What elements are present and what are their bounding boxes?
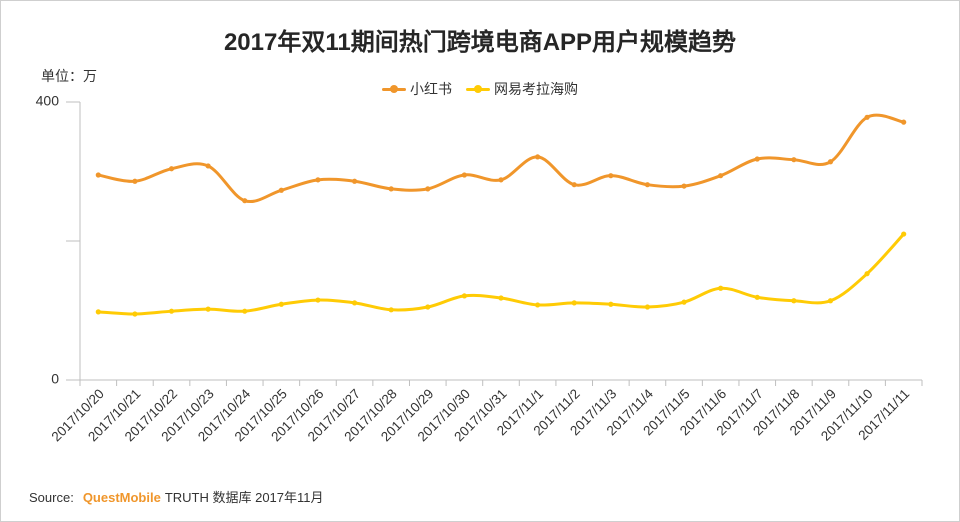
- series-2-line: [96, 232, 906, 316]
- series-1-point: [498, 177, 504, 183]
- unit-label: 单位：万: [41, 68, 97, 84]
- series-2-point: [571, 300, 577, 306]
- series-2-point: [95, 309, 101, 315]
- legend-swatch-series-2: [466, 83, 490, 95]
- series-2-point: [351, 300, 358, 306]
- legend-item-series-2: 网易考拉海购: [466, 79, 578, 99]
- source-suffix: TRUTH 数据库 2017年11月: [164, 490, 324, 505]
- series-2-point: [388, 307, 394, 313]
- series-1-line: [96, 113, 906, 204]
- series-1-point: [827, 159, 834, 165]
- series-2: [95, 231, 907, 317]
- series-2-point: [754, 294, 760, 300]
- series-1-point: [168, 166, 175, 172]
- series-2-point: [864, 271, 870, 277]
- series-2-point: [132, 311, 138, 317]
- series-1-point: [388, 186, 394, 192]
- series-2-point: [315, 297, 321, 303]
- series-2-point: [461, 293, 467, 299]
- legend-item-series-1: 小红书: [382, 79, 452, 99]
- series-1-point: [791, 157, 797, 163]
- chart-title: 2017年双11期间热门跨境电商APP用户规模趋势: [223, 29, 737, 56]
- source-prefix: Source:: [29, 490, 74, 505]
- series-2-point: [827, 298, 834, 304]
- y-tick-label: 0: [51, 371, 59, 387]
- series-1-point: [351, 178, 358, 184]
- legend-label-series-1: 小红书: [410, 81, 452, 97]
- series-1-point: [278, 187, 284, 193]
- series-1-point: [718, 173, 724, 179]
- series-1-point: [608, 173, 614, 179]
- series-1-point: [535, 154, 541, 160]
- series-2-point: [608, 301, 614, 307]
- series-1-point: [644, 182, 651, 188]
- series-1-point: [95, 172, 101, 178]
- series-1-point: [901, 119, 907, 125]
- series-2-point: [242, 308, 248, 314]
- series-2-point: [205, 306, 211, 312]
- series-1-point: [205, 163, 211, 169]
- source-brand: QuestMobile: [82, 490, 161, 505]
- series-1-point: [132, 178, 138, 184]
- source-note: Source: QuestMobile TRUTH 数据库 2017年11月: [29, 489, 324, 507]
- series-1-point: [242, 198, 248, 204]
- series-2-point: [498, 295, 504, 301]
- y-tick-label: 400: [36, 93, 60, 109]
- series-2-point: [425, 304, 431, 310]
- series-1-point: [571, 182, 577, 188]
- series-2-point: [681, 299, 687, 305]
- series-1-point: [461, 172, 467, 178]
- series-1-point: [425, 186, 431, 192]
- series-2-point: [535, 302, 541, 308]
- series-2-point: [901, 231, 907, 237]
- series-1-point: [754, 156, 760, 162]
- series-2-point: [718, 285, 724, 291]
- series-1-point: [315, 177, 321, 183]
- series-1-point: [681, 183, 687, 189]
- series-2-point: [168, 308, 175, 314]
- series-1-point: [864, 114, 870, 120]
- legend-label-series-2: 网易考拉海购: [494, 81, 578, 97]
- series-2-point: [791, 298, 797, 304]
- series-2-point: [644, 304, 651, 310]
- series-1: [95, 113, 907, 204]
- series-2-point: [278, 301, 284, 307]
- chart-legend: 小红书 网易考拉海购: [1, 79, 959, 99]
- legend-swatch-series-1: [382, 83, 406, 95]
